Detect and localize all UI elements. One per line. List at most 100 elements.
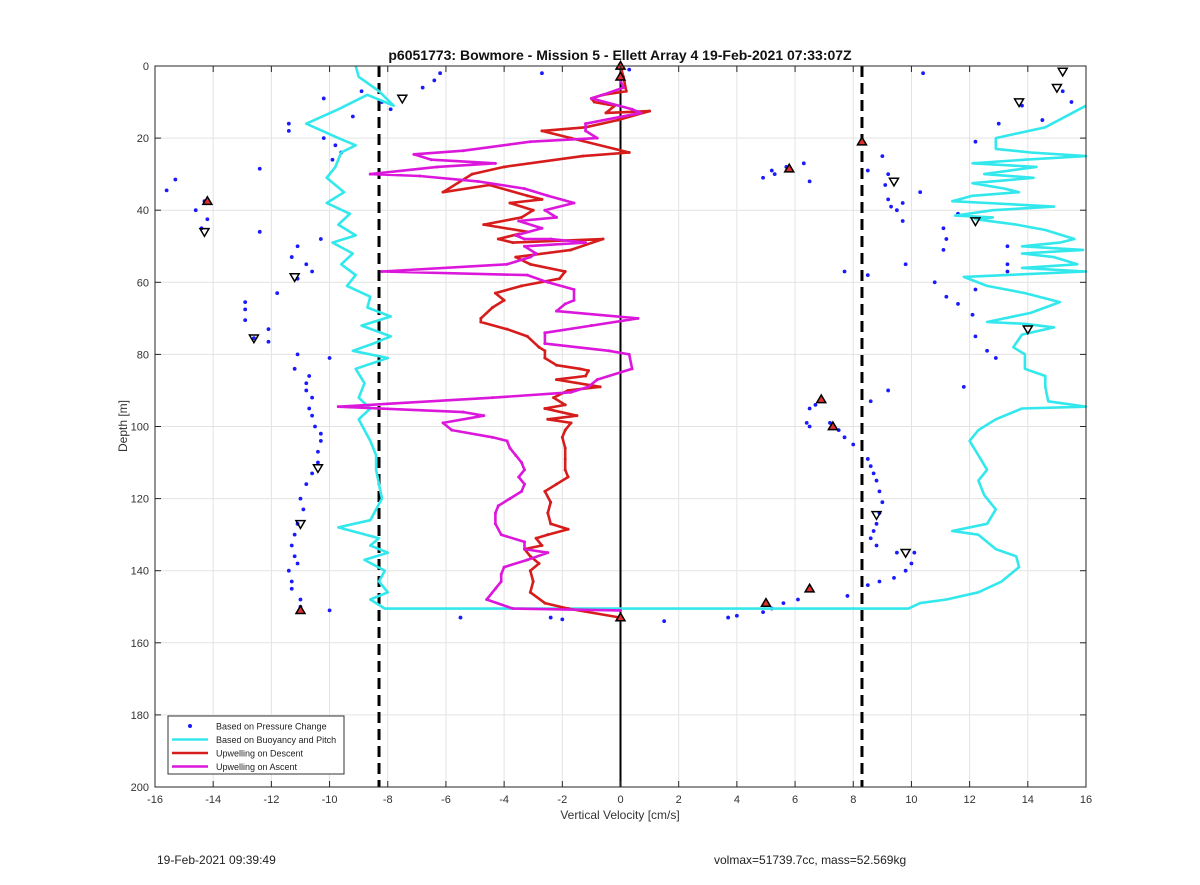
data-point [761,610,765,615]
series-point [493,291,497,295]
data-point [865,583,870,588]
series-point [522,547,526,551]
data-point [944,237,949,241]
data-point [173,177,178,182]
data-point [894,550,899,555]
data-point [388,107,393,112]
series-point [502,565,506,569]
legend: Based on Pressure Change Based on Buoyanc… [167,715,345,775]
data-point [292,554,297,559]
x-tick-label: 16 [1080,794,1092,806]
data-point [894,208,899,213]
data-point [874,543,879,548]
series-point [546,511,550,515]
series-point [531,580,535,584]
data-point [301,507,306,512]
series-point [520,489,524,493]
series-point [537,345,541,349]
reference-lines [377,66,864,787]
ascent-marker [803,582,816,593]
series-point [514,453,518,457]
series-point [479,316,483,320]
x-tick-label: 0 [617,794,623,806]
series-point [584,241,588,245]
data-point [330,157,335,162]
series-point [601,93,605,97]
data-point [874,478,879,483]
series-point [566,527,570,531]
data-point [310,269,315,274]
x-tick-label: -14 [205,794,221,806]
data-point [289,579,294,584]
ascent-marker [856,135,868,146]
data-point [886,197,891,202]
data-point [877,489,882,494]
data-point [871,529,876,533]
series-point [572,298,576,302]
data-point [432,78,437,83]
data-point [286,121,291,126]
data-point [350,114,355,119]
series-point [595,136,599,140]
data-point [772,172,777,177]
series-point [528,590,532,594]
series-line [337,66,643,612]
series-point [493,587,497,591]
data-point [868,536,873,541]
x-axis-label: Vertical Velocity [cm/s] [560,808,679,822]
y-tick-label: 0 [143,61,149,73]
series-point [520,461,524,465]
series-point [505,262,509,266]
data-point [1040,118,1045,122]
series-point [508,201,512,205]
data-point [289,586,294,591]
x-tick-label: -4 [499,794,509,806]
data-point [877,579,882,584]
series-point [534,536,538,540]
series-point [537,561,541,565]
y-tick-label: 20 [137,133,149,145]
chart-title: p6051773: Bowmore - Mission 5 - Ellett A… [388,47,852,63]
series-point [566,475,570,479]
data-point [761,175,765,180]
x-tick-label: -2 [557,794,567,806]
data-point [304,381,309,386]
data-point [996,121,1001,126]
ascent-marker [614,611,627,622]
series-point [517,475,521,479]
series-point [543,208,547,212]
footer-timestamp: 19-Feb-2021 09:39:49 [157,853,276,867]
series-point [543,331,547,335]
data-point [903,568,908,573]
series-point [493,161,497,165]
series-point [552,396,556,400]
data-point [883,183,888,187]
series-point [490,396,494,400]
data-point [292,532,297,537]
series-point [563,269,567,273]
data-point [327,608,332,613]
data-point [807,406,812,411]
data-point [956,302,960,306]
data-point [257,229,262,234]
series-point [560,435,564,439]
data-point [627,67,632,72]
data-point [1005,269,1010,274]
series-point [546,551,550,555]
data-point [243,300,248,305]
data-point [813,402,818,407]
data-point [318,439,323,443]
data-point [359,89,364,94]
series-point [627,352,631,356]
x-tick-label: 6 [792,794,798,806]
series-point [584,122,588,126]
x-tick-label: 2 [676,794,682,806]
series-point [604,111,608,115]
series-point [543,601,547,605]
data-point [973,334,978,339]
data-point [313,424,317,429]
series-point [502,298,506,302]
data-point [1069,100,1074,104]
series-point [578,367,582,371]
series-point [569,248,573,252]
